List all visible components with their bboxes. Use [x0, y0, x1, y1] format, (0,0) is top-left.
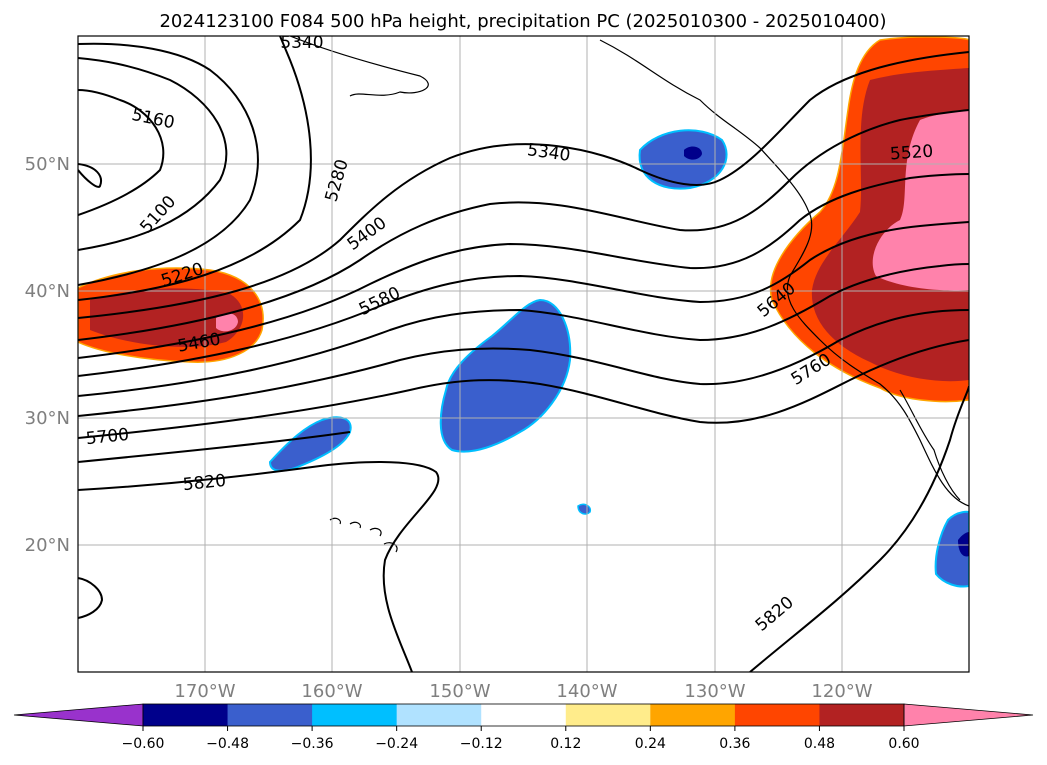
contour-label: 5700	[85, 425, 130, 449]
colorbar-segment	[819, 704, 905, 726]
colorbar-tick-label: −0.24	[375, 736, 418, 752]
colorbar-extend-low	[13, 703, 144, 727]
colorbar-tick-label: 0.60	[888, 736, 919, 752]
lon-label: 150°W	[429, 681, 490, 702]
colorbar-tick-label: −0.36	[291, 736, 334, 752]
lon-label: 170°W	[174, 681, 235, 702]
precip-negative	[268, 129, 969, 588]
colorbar-tick-label: −0.48	[206, 736, 249, 752]
contour-label: 5520	[889, 142, 934, 165]
colorbar-tick-label: 0.48	[804, 736, 835, 752]
map-title: 2024123100 F084 500 hPa height, precipit…	[159, 11, 886, 32]
colorbar-tick-label: 0.36	[719, 736, 750, 752]
colorbar-tick-label: 0.24	[635, 736, 666, 752]
lon-label: 160°W	[301, 681, 362, 702]
colorbar-tick-label: −0.60	[122, 736, 165, 752]
coastlines	[289, 36, 969, 553]
height-contours	[78, 36, 969, 672]
lat-label: 40°N	[25, 281, 70, 302]
colorbar-segment	[227, 704, 313, 726]
colorbar-segment	[312, 704, 398, 726]
colorbar-segment	[481, 704, 567, 726]
colorbar-segment	[396, 704, 482, 726]
precip-positive-east	[769, 36, 969, 403]
colorbar-segment	[565, 704, 651, 726]
colorbar-tick-label: −0.12	[460, 736, 503, 752]
contour-label: 5820	[182, 471, 227, 495]
lon-label: 120°W	[811, 681, 872, 702]
lon-label: 130°W	[684, 681, 745, 702]
lat-label: 30°N	[25, 408, 70, 429]
colorbar-extend-high	[903, 703, 1034, 727]
lon-label: 140°W	[556, 681, 617, 702]
longitude-labels: 170°W 160°W 150°W 140°W 130°W 120°W	[174, 681, 872, 702]
colorbar-frame	[142, 703, 905, 727]
colorbar-segment	[650, 704, 736, 726]
contour-label: 5340	[280, 33, 323, 53]
colorbar-segment	[143, 704, 229, 726]
colorbar-segment	[734, 704, 820, 726]
latitude-labels: 50°N 40°N 30°N 20°N	[25, 154, 70, 556]
lat-label: 20°N	[25, 535, 70, 556]
colorbar-tick-label: 0.12	[550, 736, 581, 752]
lat-label: 50°N	[25, 154, 70, 175]
colorbar: −0.60 −0.48 −0.36 −0.24 −0.12 0.12 0.24 0.36 0.4…	[13, 703, 1034, 752]
map-frame	[77, 35, 970, 673]
